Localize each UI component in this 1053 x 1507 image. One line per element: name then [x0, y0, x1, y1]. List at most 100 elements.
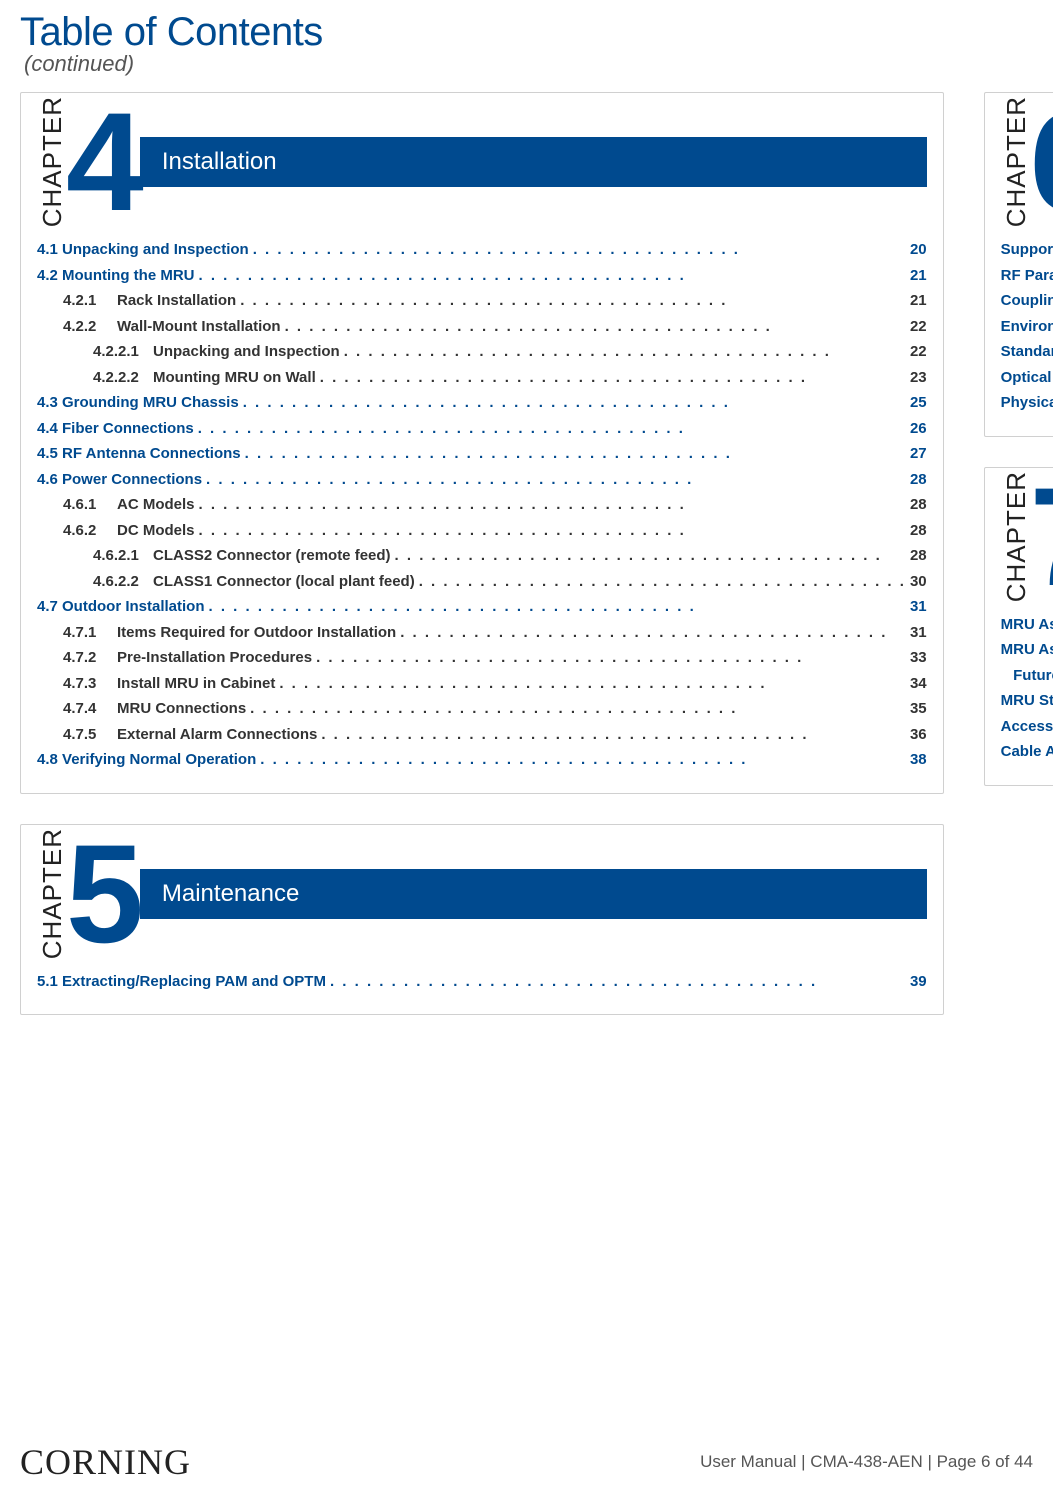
toc-entry[interactable]: 4.3 Grounding MRU Chassis 25	[37, 390, 927, 416]
toc-leader-dots	[253, 237, 906, 263]
toc-entry[interactable]: 4.2.2.2Mounting MRU on Wall 23	[37, 365, 927, 391]
toc-page-number: 21	[910, 263, 927, 289]
toc-label: RF Parameters per Service	[1001, 263, 1053, 289]
toc-entry[interactable]: Accessories44	[1001, 714, 1053, 740]
toc-leader-dots	[250, 696, 906, 722]
toc-label: Cable Assemblies	[1001, 739, 1053, 765]
toc-entry[interactable]: 4.2.2.1Unpacking and Inspection22	[37, 339, 927, 365]
toc-entry[interactable]: 4.4 Fiber Connections26	[37, 416, 927, 442]
toc-page-number: 26	[910, 416, 927, 442]
toc-label: 4.3 Grounding MRU Chassis	[37, 390, 239, 416]
toc-entry[interactable]: Standards and Approvals41	[1001, 339, 1053, 365]
toc-entry[interactable]: 4.8 Verifying Normal Operation38	[37, 747, 927, 773]
toc-leader-dots	[240, 288, 906, 314]
toc-page-number: 23	[910, 365, 927, 391]
toc-entry[interactable]: Physical Specifications42	[1001, 390, 1053, 416]
toc-entry[interactable]: Optical Specifications41	[1001, 365, 1053, 391]
toc-label: 4.2 Mounting the MRU	[37, 263, 195, 289]
toc-leader-dots	[419, 569, 906, 595]
toc-label: 4.7 Outdoor Installation	[37, 594, 205, 620]
toc-leader-dots	[320, 365, 906, 391]
toc-leader-dots	[199, 518, 906, 544]
toc-entry[interactable]: Future AWS1/3 Support43	[1001, 663, 1053, 689]
page-header: Table of Contents (continued)	[0, 0, 1053, 77]
right-column: CHAPTER6Appendix A:SpecificationsSupport…	[984, 92, 1053, 1015]
chapter-word: CHAPTER	[37, 96, 68, 227]
toc-entry[interactable]: 4.7.2Pre-Installation Procedures33	[37, 645, 927, 671]
toc-list: 4.1 Unpacking and Inspection204.2 Mounti…	[37, 237, 927, 773]
toc-leader-dots	[198, 416, 906, 442]
toc-label: Accessories	[1001, 714, 1053, 740]
toc-leader-dots	[206, 467, 906, 493]
toc-page-number: 39	[910, 969, 927, 995]
toc-entry[interactable]: 4.7 Outdoor Installation31	[37, 594, 927, 620]
toc-label: Coupling Specifications	[1001, 288, 1053, 314]
toc-label: 4.5 RF Antenna Connections	[37, 441, 241, 467]
toc-list: Supported Services40RF Parameters per Se…	[1001, 237, 1053, 416]
toc-entry[interactable]: 4.7.5External Alarm Connections36	[37, 722, 927, 748]
toc-entry[interactable]: 4.2.1Rack Installation21	[37, 288, 927, 314]
toc-leader-dots	[199, 492, 906, 518]
toc-label: 4.7.1Items Required for Outdoor Installa…	[63, 620, 396, 646]
toc-entry[interactable]: RF Parameters per Service40	[1001, 263, 1053, 289]
toc-page-number: 28	[910, 467, 927, 493]
left-column: CHAPTER4Installation4.1 Unpacking and In…	[20, 92, 944, 1015]
toc-entry[interactable]: 4.6.1AC Models28	[37, 492, 927, 518]
chapter-word: CHAPTER	[37, 828, 68, 959]
chapter-header: CHAPTER4Installation	[37, 107, 927, 217]
toc-entry[interactable]: Coupling Specifications41	[1001, 288, 1053, 314]
toc-label: MRU Stand-Alone Modules	[1001, 688, 1053, 714]
toc-page-number: 36	[910, 722, 927, 748]
toc-page-number: 35	[910, 696, 927, 722]
toc-label: 4.2.2.2Mounting MRU on Wall	[93, 365, 316, 391]
toc-list: 5.1 Extracting/Replacing PAM and OPTM39	[37, 969, 927, 995]
toc-label: 4.6 Power Connections	[37, 467, 202, 493]
toc-entry[interactable]: 4.2 Mounting the MRU 21	[37, 263, 927, 289]
toc-entry[interactable]: MRU Assembly Configurations43	[1001, 612, 1053, 638]
toc-label: Physical Specifications	[1001, 390, 1053, 416]
footer-text: User Manual | CMA-438-AEN | Page 6 of 44	[700, 1452, 1033, 1472]
toc-label: 4.8 Verifying Normal Operation	[37, 747, 256, 773]
toc-entry[interactable]: 4.7.4MRU Connections 35	[37, 696, 927, 722]
corning-logo: CORNING	[20, 1441, 191, 1483]
chapter-4-box: CHAPTER4Installation 4.1 Unpacking and In…	[20, 92, 944, 794]
chapter-number: 6	[1030, 107, 1053, 216]
chapter-7-box: CHAPTER7Appendix B:Ordering Information M…	[984, 467, 1053, 786]
toc-page-number: 28	[910, 518, 927, 544]
toc-entry[interactable]: 4.2.2Wall-Mount Installation22	[37, 314, 927, 340]
toc-entry[interactable]: 4.7.1Items Required for Outdoor Installa…	[37, 620, 927, 646]
chapter-header: CHAPTER7Appendix B:Ordering Information	[1001, 482, 1053, 592]
toc-leader-dots	[199, 263, 906, 289]
toc-entry[interactable]: 4.6 Power Connections 28	[37, 467, 927, 493]
toc-entry[interactable]: 4.6.2DC Models28	[37, 518, 927, 544]
chapter-title: Installation	[140, 137, 927, 187]
chapter-header: CHAPTER5Maintenance	[37, 839, 927, 949]
toc-entry[interactable]: 5.1 Extracting/Replacing PAM and OPTM39	[37, 969, 927, 995]
toc-label: Supported Services	[1001, 237, 1053, 263]
toc-label: Standards and Approvals	[1001, 339, 1053, 365]
toc-label: MRU Assembly Configurations Upgrade for	[1001, 637, 1053, 663]
chapter-number: 5	[66, 839, 136, 948]
toc-label: 4.1 Unpacking and Inspection	[37, 237, 249, 263]
toc-page-number: 31	[910, 620, 927, 646]
toc-leader-dots	[245, 441, 906, 467]
toc-entry[interactable]: Cable Assemblies45	[1001, 739, 1053, 765]
page-title: Table of Contents	[20, 10, 1033, 55]
toc-entry[interactable]: 4.7.3Install MRU in Cabinet34	[37, 671, 927, 697]
toc-entry[interactable]: Supported Services40	[1001, 237, 1053, 263]
toc-entry[interactable]: Environmental Specifications41	[1001, 314, 1053, 340]
toc-entry[interactable]: 4.6.2.2CLASS1 Connector (local plant fee…	[37, 569, 927, 595]
toc-entry[interactable]: 4.1 Unpacking and Inspection20	[37, 237, 927, 263]
toc-label: 4.2.1Rack Installation	[63, 288, 236, 314]
toc-label: 4.6.1AC Models	[63, 492, 195, 518]
toc-entry[interactable]: MRU Stand-Alone Modules44	[1001, 688, 1053, 714]
toc-entry[interactable]: 4.5 RF Antenna Connections27	[37, 441, 927, 467]
toc-label: 4.7.4MRU Connections	[63, 696, 246, 722]
toc-entry[interactable]: 4.6.2.1CLASS2 Connector (remote feed)28	[37, 543, 927, 569]
toc-label: 4.7.3Install MRU in Cabinet	[63, 671, 275, 697]
toc-page-number: 25	[910, 390, 927, 416]
toc-page-number: 22	[910, 314, 927, 340]
toc-page-number: 28	[910, 543, 927, 569]
chapter-number: 4	[66, 107, 136, 216]
chapter-6-box: CHAPTER6Appendix A:SpecificationsSupport…	[984, 92, 1053, 437]
